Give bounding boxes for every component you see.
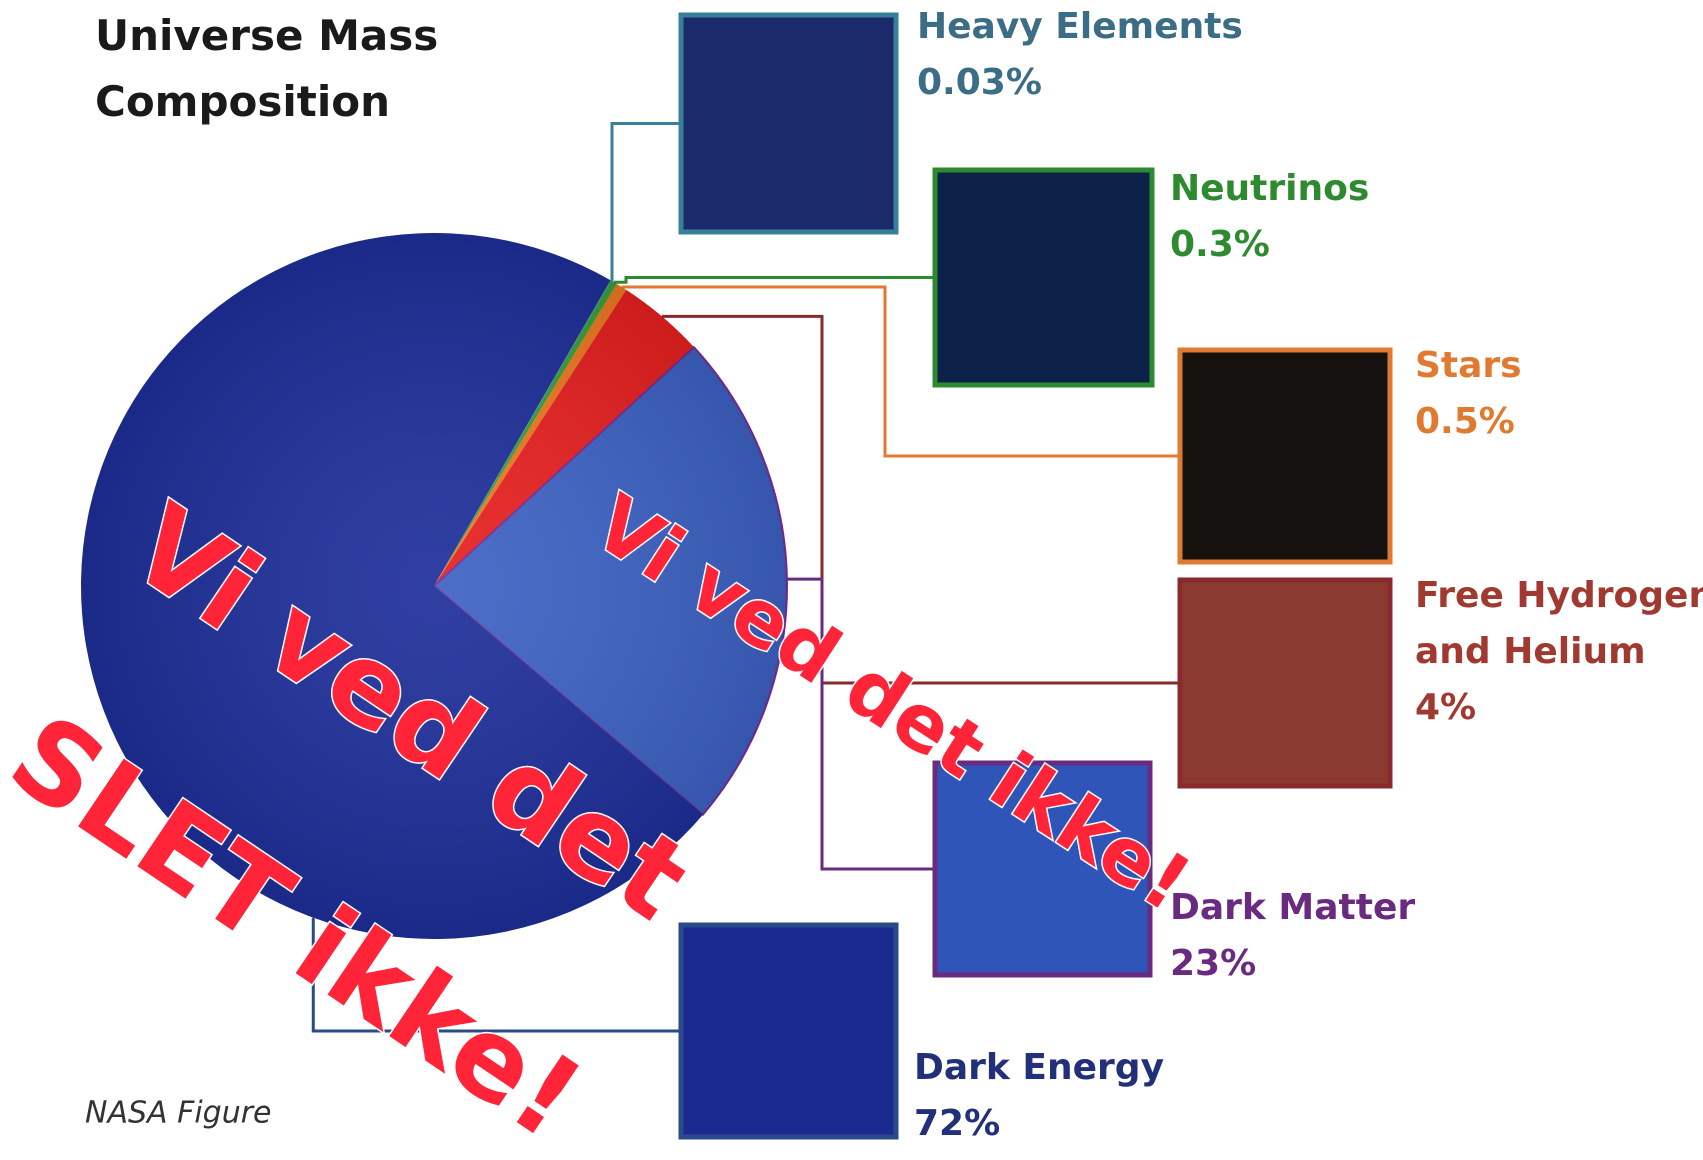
category-label: Dark Energy [914,1047,1164,1088]
category-label: Stars [1415,345,1522,386]
picture [1177,577,1393,789]
value-label: 23% [1170,943,1256,984]
picture [932,760,1153,978]
category-label: Heavy Elements [917,6,1243,47]
picture [932,167,1155,388]
source: NASA Figure [85,1096,272,1131]
connector [311,917,681,1033]
value-label: 0.5% [1415,401,1515,442]
value-label: 72% [914,1103,1000,1144]
category-label: Free Hydrogen and Helium [1415,575,1703,672]
connector [786,577,935,871]
picture [1177,347,1393,565]
category-label: Dark Matter [1170,887,1415,928]
value-label: 0.3% [1170,224,1270,265]
value-label: 4% [1415,687,1476,728]
chart-title: Universe Mass Composition [95,11,438,126]
value-label: 0.03% [917,62,1042,103]
picture [678,12,899,235]
connector [610,122,681,282]
category-label: Neutrinos [1170,168,1369,209]
picture [678,922,899,1140]
connector [613,276,935,284]
